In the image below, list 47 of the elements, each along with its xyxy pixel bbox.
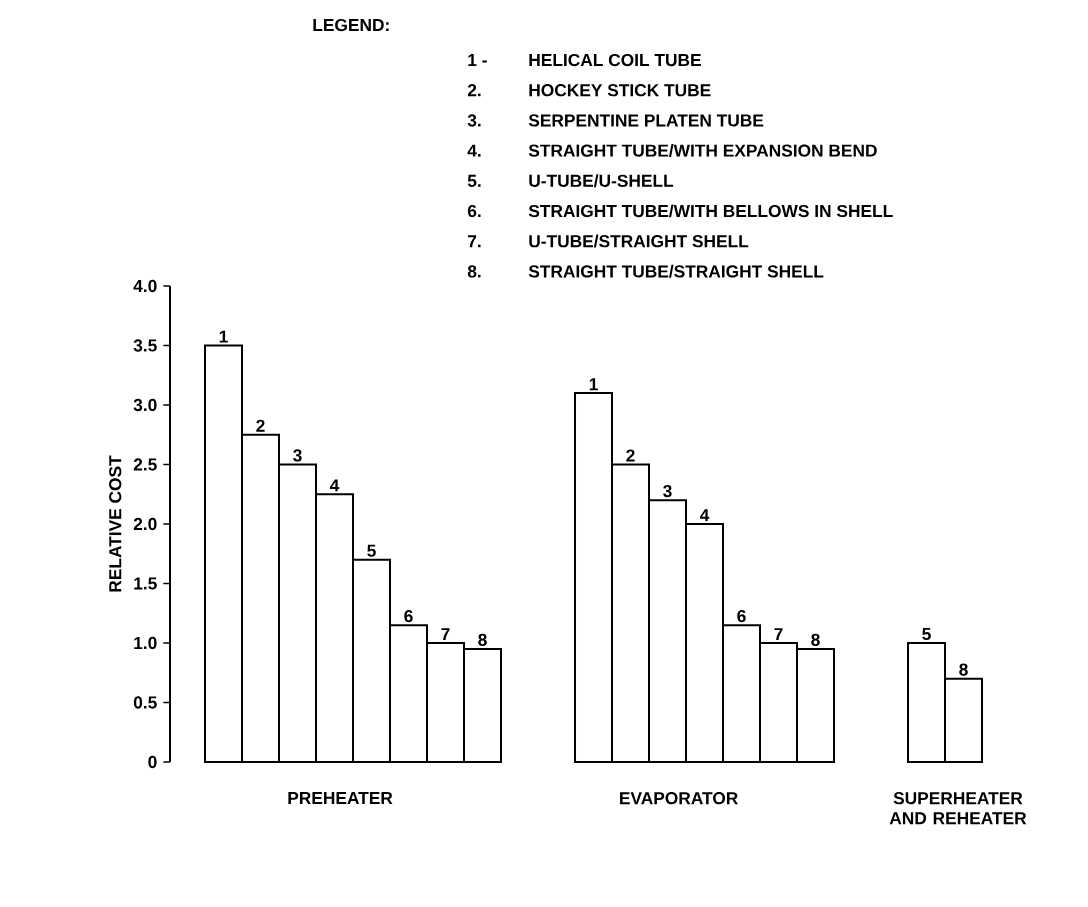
text: 8. bbox=[467, 265, 481, 278]
x-tick-label: 1 bbox=[589, 378, 598, 391]
x-tick-label: 3 bbox=[293, 449, 302, 462]
text: HELICAL COIL TUBE bbox=[529, 53, 701, 67]
y-tick-label: 2.5 bbox=[133, 458, 157, 471]
y-tick-label: 3.0 bbox=[133, 398, 157, 412]
text: U-TUBE/U-SHELL bbox=[529, 174, 674, 188]
y-tick-label: 1.0 bbox=[134, 636, 157, 650]
y-tick-label: 1.5 bbox=[134, 577, 157, 590]
x-tick-label: 8 bbox=[478, 633, 487, 647]
text: LEGEND: bbox=[313, 18, 389, 32]
x-tick-label: 7 bbox=[441, 628, 450, 641]
x-tick-label: 4 bbox=[329, 479, 340, 492]
text: STRAIGHT TUBE/WITH EXPANSION BEND bbox=[528, 144, 877, 157]
x-tick-label: 6 bbox=[737, 609, 746, 623]
x-tick-label: 7 bbox=[774, 628, 783, 641]
y-tick-label: 0 bbox=[148, 755, 157, 769]
text: 5. bbox=[467, 174, 481, 187]
text: STRAIGHT TUBE/WITH BELLOWS IN SHELL bbox=[528, 204, 893, 218]
y-axis-title: RELATIVE COST bbox=[109, 455, 122, 592]
y-tick-label: 3.5 bbox=[133, 339, 157, 352]
x-tick-label: 2 bbox=[256, 419, 265, 432]
x-tick-label: 8 bbox=[959, 663, 968, 676]
y-tick-label: 4.0 bbox=[133, 279, 157, 293]
x-tick-label: 1 bbox=[219, 330, 228, 343]
text: SERPENTINE PLATEN TUBE bbox=[528, 114, 764, 127]
text: 7. bbox=[468, 235, 481, 248]
x-tick-label: 8 bbox=[811, 633, 820, 647]
text: EVAPORATOR bbox=[620, 792, 738, 805]
text: 2. bbox=[467, 84, 481, 97]
text: SUPERHEATER AND REHEATER bbox=[889, 792, 1027, 825]
text: 6. bbox=[467, 204, 481, 218]
text: STRAIGHT TUBE/STRAIGHT SHELL bbox=[528, 264, 824, 278]
text: U-TUBE/STRAIGHT SHELL bbox=[529, 234, 749, 248]
x-tick-label: 4 bbox=[699, 509, 710, 522]
text: 1 - bbox=[468, 54, 487, 66]
x-tick-label: 3 bbox=[663, 484, 672, 498]
x-tick-label: 5 bbox=[367, 544, 376, 557]
y-tick-label: 0.5 bbox=[133, 696, 157, 709]
text: 3. bbox=[467, 114, 481, 127]
text: HOCKEY STICK TUBE bbox=[529, 84, 711, 97]
x-tick-label: 6 bbox=[404, 609, 413, 623]
text: PREHEATER bbox=[288, 792, 393, 804]
text: 4. bbox=[467, 144, 481, 157]
y-tick-label: 2.0 bbox=[133, 517, 157, 531]
x-tick-label: 2 bbox=[626, 449, 635, 462]
x-tick-label: 5 bbox=[922, 627, 931, 641]
